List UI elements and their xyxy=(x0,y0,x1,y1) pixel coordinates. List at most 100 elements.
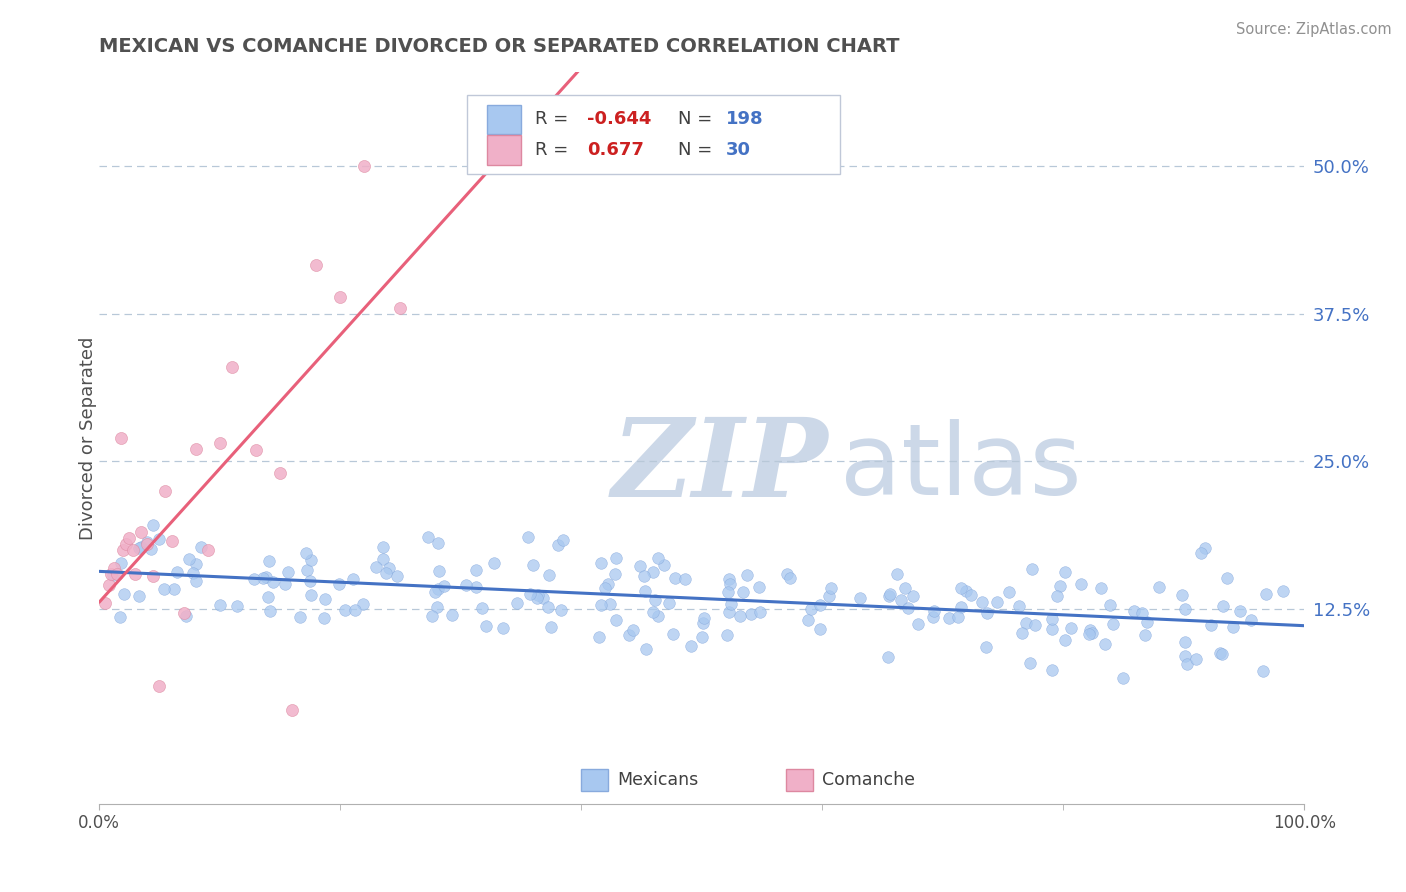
Point xyxy=(245,442,267,457)
Point xyxy=(124,566,146,581)
Point xyxy=(591,599,613,613)
Point xyxy=(647,551,669,566)
Point xyxy=(1135,615,1157,629)
Point xyxy=(776,567,799,582)
Point xyxy=(1240,613,1263,627)
Point xyxy=(257,554,280,568)
Y-axis label: Divorced or Separated: Divorced or Separated xyxy=(79,336,97,540)
Point xyxy=(717,585,740,599)
Point xyxy=(976,640,998,654)
Point xyxy=(454,578,477,592)
Point xyxy=(522,558,544,573)
Point xyxy=(209,599,232,613)
Point xyxy=(426,536,449,550)
Point xyxy=(252,571,274,585)
Point xyxy=(938,611,960,625)
Point xyxy=(1216,571,1239,585)
Point xyxy=(190,540,212,554)
Point xyxy=(352,597,374,611)
Point xyxy=(128,541,150,555)
Point xyxy=(184,442,207,457)
Point xyxy=(1175,657,1198,671)
Point xyxy=(998,584,1021,599)
Point xyxy=(879,587,901,601)
Text: N =: N = xyxy=(678,111,711,128)
Point xyxy=(385,569,408,583)
Point xyxy=(131,525,153,540)
Point xyxy=(295,563,318,577)
Point xyxy=(1130,607,1153,621)
Point xyxy=(208,436,231,450)
Point xyxy=(1199,617,1222,632)
Point xyxy=(197,542,219,557)
Point xyxy=(433,579,456,593)
Point xyxy=(112,543,135,558)
FancyBboxPatch shape xyxy=(581,769,607,791)
Point xyxy=(779,571,801,585)
Point xyxy=(634,583,657,598)
Point xyxy=(426,582,449,596)
Point xyxy=(1015,615,1038,630)
Point xyxy=(148,679,170,693)
Point xyxy=(142,517,165,532)
Point xyxy=(955,584,977,599)
Point xyxy=(960,588,983,602)
Point xyxy=(551,533,574,548)
Point xyxy=(277,566,299,580)
Point xyxy=(633,568,655,582)
Point xyxy=(808,598,831,612)
Point xyxy=(849,591,872,606)
Point xyxy=(226,599,249,613)
Point xyxy=(1049,579,1071,593)
Point xyxy=(596,577,619,591)
Point xyxy=(1174,648,1197,663)
Point xyxy=(1011,626,1033,640)
Text: Source: ZipAtlas.com: Source: ZipAtlas.com xyxy=(1236,22,1392,37)
Point xyxy=(373,551,395,566)
Point xyxy=(375,566,398,580)
Point xyxy=(305,258,328,272)
Point xyxy=(922,604,945,618)
Point xyxy=(903,589,925,603)
Point xyxy=(1045,589,1067,603)
Point xyxy=(1229,604,1251,618)
Point xyxy=(1123,604,1146,618)
Point xyxy=(1024,618,1046,632)
Point xyxy=(593,581,616,595)
Point xyxy=(181,566,204,580)
Point xyxy=(1147,580,1170,594)
Point xyxy=(373,541,395,555)
Point xyxy=(986,595,1008,609)
Point xyxy=(1170,588,1192,602)
Point xyxy=(1078,623,1101,637)
Point xyxy=(108,610,131,624)
Point xyxy=(299,553,322,567)
Point xyxy=(97,578,120,592)
Point xyxy=(166,565,188,579)
Point xyxy=(890,593,912,607)
Point xyxy=(427,564,450,578)
Point xyxy=(1174,602,1197,616)
Point xyxy=(314,611,336,625)
Point xyxy=(547,538,569,552)
Point xyxy=(797,614,820,628)
Point xyxy=(1070,577,1092,591)
Point xyxy=(720,597,742,611)
Text: -0.644: -0.644 xyxy=(588,111,651,128)
Point xyxy=(673,572,696,586)
Point xyxy=(343,603,366,617)
Text: MEXICAN VS COMANCHE DIVORCED OR SEPARATED CORRELATION CHART: MEXICAN VS COMANCHE DIVORCED OR SEPARATE… xyxy=(100,37,900,56)
Point xyxy=(1102,616,1125,631)
Text: atlas: atlas xyxy=(841,418,1081,516)
Point xyxy=(329,290,352,304)
Point xyxy=(720,577,742,591)
Point xyxy=(536,599,558,614)
Point xyxy=(1272,583,1295,598)
Point xyxy=(818,590,841,604)
Point xyxy=(519,587,541,601)
Point xyxy=(1040,663,1063,677)
Point xyxy=(652,558,675,572)
Point xyxy=(136,537,159,551)
Point xyxy=(160,534,183,549)
Point xyxy=(103,561,125,575)
